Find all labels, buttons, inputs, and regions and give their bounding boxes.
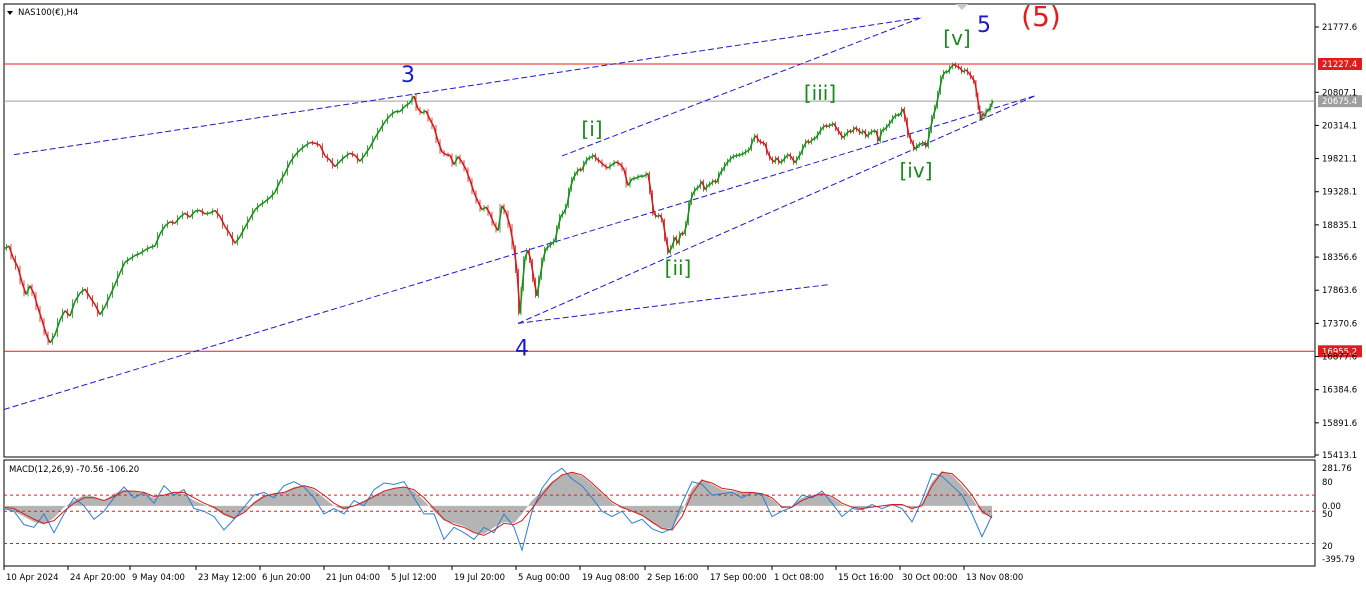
macd-tick-label: -395.79 bbox=[1322, 555, 1355, 565]
price-tick-label: 17370.6 bbox=[1322, 319, 1357, 329]
time-tick-label: 5 Aug 00:00 bbox=[518, 573, 570, 583]
time-tick-label: 13 Nov 08:00 bbox=[966, 573, 1023, 583]
dropdown-arrow-icon[interactable] bbox=[7, 11, 13, 15]
wave-label: [v] bbox=[943, 26, 970, 50]
wave-label: [ii] bbox=[665, 256, 692, 280]
wave-label: [iii] bbox=[804, 81, 836, 105]
price-level-tag bbox=[1318, 345, 1362, 358]
macd-header: MACD(12,26,9) -70.56 -106.20 bbox=[9, 465, 139, 475]
trend-channel-line[interactable] bbox=[13, 16, 923, 156]
price-panel[interactable] bbox=[3, 3, 1316, 458]
wave-label: [i] bbox=[581, 117, 602, 141]
time-tick-label: 10 Apr 2024 bbox=[6, 573, 59, 583]
wave-label: 4 bbox=[515, 337, 529, 362]
macd-tick-label: 20 bbox=[1322, 542, 1333, 552]
price-tick-label: 18835.1 bbox=[1322, 221, 1357, 231]
macd-tick-label: 0.00 bbox=[1322, 502, 1341, 512]
price-tick-label: 18356.6 bbox=[1322, 253, 1357, 263]
price-tick-label: 16384.6 bbox=[1322, 386, 1357, 396]
time-tick-label: 9 May 04:00 bbox=[132, 573, 185, 583]
time-tick-label: 21 Jun 04:00 bbox=[326, 573, 380, 583]
price-level-label: 20675.4 bbox=[1322, 97, 1357, 107]
wave-label: [iv] bbox=[900, 158, 933, 182]
price-level-tag bbox=[1318, 95, 1362, 108]
price-tick-label: 21777.6 bbox=[1322, 23, 1357, 33]
time-tick-label: 19 Aug 08:00 bbox=[582, 573, 639, 583]
price-tick-label: 16877.6 bbox=[1322, 353, 1357, 363]
price-tick-label: 20314.1 bbox=[1322, 121, 1357, 131]
price-tick-label: 15413.1 bbox=[1322, 451, 1357, 461]
symbol-header: NAS100(€),H4 bbox=[18, 8, 78, 18]
macd-tick-label: 80 bbox=[1322, 478, 1333, 488]
time-tick-label: 19 Jul 20:00 bbox=[454, 573, 505, 583]
chart-shift-marker-icon[interactable] bbox=[956, 4, 968, 10]
price-level-label: 21227.4 bbox=[1322, 60, 1357, 70]
macd-main-line bbox=[3, 467, 993, 552]
price-tick-label: 19821.1 bbox=[1322, 155, 1357, 165]
time-tick-label: 23 May 12:00 bbox=[198, 573, 256, 583]
wave-label: (5) bbox=[1021, 0, 1061, 33]
time-tick-label: 1 Oct 08:00 bbox=[774, 573, 824, 583]
price-tick-label: 15891.6 bbox=[1322, 419, 1357, 429]
trend-channel-line[interactable] bbox=[517, 94, 1037, 324]
trend-channel-line[interactable] bbox=[517, 283, 831, 324]
price-tick-label: 20807.1 bbox=[1322, 88, 1357, 98]
time-tick-label: 6 Jun 20:00 bbox=[262, 573, 311, 583]
time-tick-label: 2 Sep 16:00 bbox=[647, 573, 698, 583]
macd-signal-line bbox=[3, 471, 993, 536]
trend-channel-line[interactable] bbox=[561, 16, 923, 157]
macd-tick-label: 50 bbox=[1322, 510, 1333, 520]
wave-label: 5 bbox=[977, 13, 991, 38]
time-tick-label: 30 Oct 00:00 bbox=[902, 573, 957, 583]
price-tick-label: 17863.6 bbox=[1322, 286, 1357, 296]
price-level-label: 16955.2 bbox=[1322, 347, 1357, 357]
price-tick-label: 19328.1 bbox=[1322, 188, 1357, 198]
time-tick-label: 17 Sep 00:00 bbox=[710, 573, 767, 583]
macd-tick-label: 281.76 bbox=[1322, 464, 1352, 474]
price-level-tag bbox=[1318, 57, 1362, 70]
time-tick-label: 24 Apr 20:00 bbox=[70, 573, 125, 583]
time-tick-label: 5 Jul 12:00 bbox=[391, 573, 437, 583]
time-tick-label: 15 Oct 16:00 bbox=[838, 573, 893, 583]
wave-label: 3 bbox=[401, 63, 415, 88]
macd-histogram bbox=[4, 470, 992, 535]
